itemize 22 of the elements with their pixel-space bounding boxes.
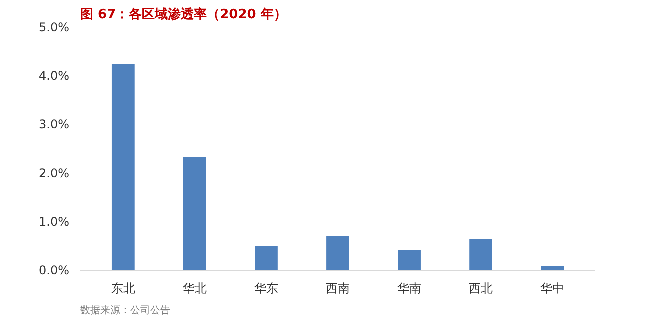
- bar: [470, 239, 492, 270]
- y-tick-label: 3.0%: [39, 118, 70, 132]
- bar: [255, 246, 278, 270]
- y-tick-label: 0.0%: [39, 264, 70, 278]
- chart-title: 图 67：各区域渗透率（2020 年）: [80, 6, 287, 22]
- x-tick-label: 华北: [182, 282, 207, 296]
- x-tick-label: 华东: [254, 282, 278, 296]
- source-note: 数据来源：公司公告: [80, 304, 170, 316]
- x-tick-label: 西北: [469, 282, 494, 296]
- bar: [184, 157, 206, 270]
- y-tick-label: 1.0%: [39, 214, 70, 229]
- y-tick-label: 4.0%: [39, 69, 70, 84]
- x-tick-label: 西南: [326, 282, 350, 296]
- y-tick-label: 5.0%: [39, 20, 70, 34]
- x-tick-label: 东北: [111, 282, 136, 296]
- bar: [326, 236, 350, 270]
- y-tick-label: 2.0%: [39, 166, 70, 180]
- bar: [112, 64, 135, 270]
- x-tick-label: 华中: [540, 282, 565, 296]
- bar: [541, 266, 564, 270]
- x-tick-label: 华南: [398, 282, 422, 296]
- bar: [398, 250, 421, 270]
